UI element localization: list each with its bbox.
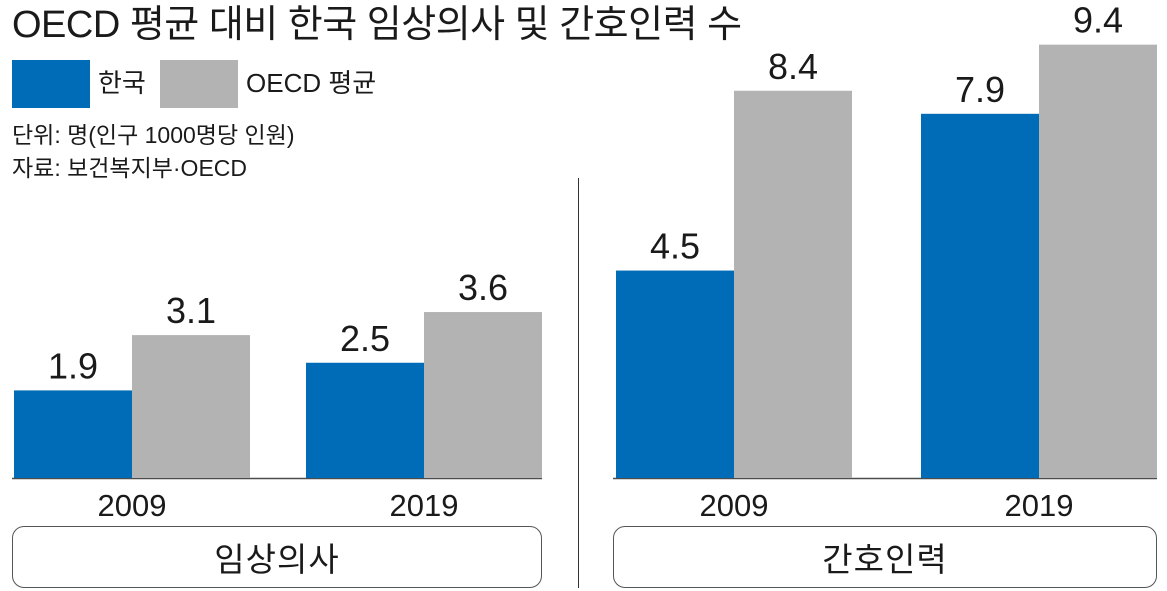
- data-label-doctors-2009-oecd: 3.1: [166, 290, 216, 331]
- data-label-nurses-2009-oecd: 8.4: [768, 46, 818, 87]
- x-tick-doctors-2019: 2019: [390, 488, 459, 523]
- bar-doctors-2019-oecd: [424, 312, 542, 478]
- x-tick-nurses-2019: 2019: [1005, 488, 1074, 523]
- data-label-doctors-2019-korea: 2.5: [340, 318, 390, 359]
- bar-nurses-2009-korea: [616, 270, 734, 478]
- bar-nurses-2019-oecd: [1039, 44, 1157, 478]
- data-label-nurses-2009-korea: 4.5: [650, 226, 700, 267]
- legend-swatch-korea: [12, 60, 90, 108]
- legend-label-oecd: OECD 평균: [246, 68, 377, 98]
- panel-label-nurses: 간호인력: [613, 526, 1157, 588]
- bar-doctors-2019-korea: [306, 362, 424, 478]
- source-note: 자료: 보건복지부·OECD: [12, 155, 248, 181]
- panel-divider: [578, 178, 579, 588]
- bar-doctors-2009-oecd: [132, 335, 250, 478]
- data-label-nurses-2019-oecd: 9.4: [1073, 0, 1123, 41]
- unit-note: 단위: 명(인구 1000명당 인원): [12, 122, 295, 148]
- data-label-doctors-2019-oecd: 3.6: [458, 267, 508, 308]
- data-label-nurses-2019-korea: 7.9: [955, 69, 1005, 110]
- legend-label-korea: 한국: [98, 68, 146, 98]
- x-tick-nurses-2009: 2009: [700, 488, 769, 523]
- panel-label-doctors: 임상의사: [12, 526, 542, 588]
- x-tick-doctors-2009: 2009: [98, 488, 167, 523]
- data-label-doctors-2009-korea: 1.9: [48, 345, 98, 386]
- chart-title: OECD 평균 대비 한국 임상의사 및 간호인력 수: [12, 4, 742, 46]
- legend-swatch-oecd: [160, 60, 238, 108]
- bar-nurses-2009-oecd: [734, 90, 852, 478]
- bar-nurses-2019-korea: [921, 113, 1039, 478]
- bar-doctors-2009-korea: [14, 390, 132, 478]
